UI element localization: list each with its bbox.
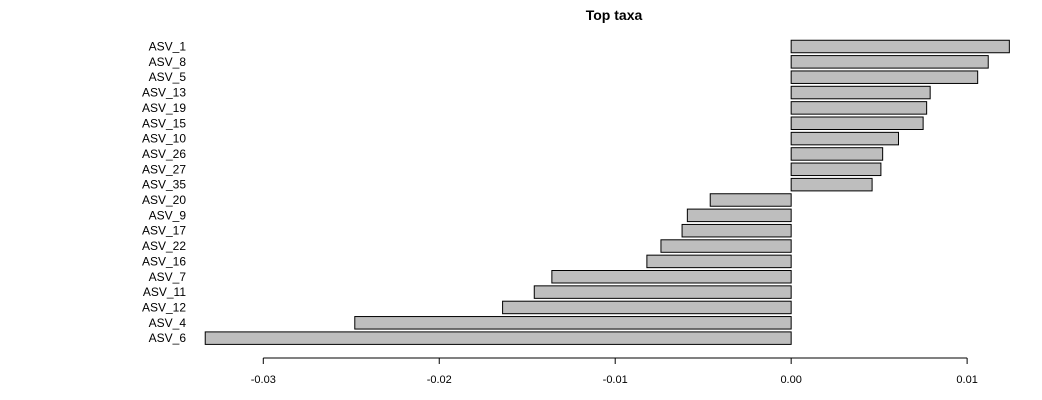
bar-asv-35 [790, 177, 873, 192]
category-label: ASV_26 [142, 147, 186, 161]
bar-asv-8 [790, 55, 989, 69]
bar-asv-12 [502, 300, 792, 315]
bar-asv-4 [354, 316, 792, 330]
x-tick-label: -0.02 [427, 374, 452, 386]
bar-asv-1 [790, 39, 1010, 54]
bar-asv-7 [551, 270, 792, 284]
category-label: ASV_22 [142, 239, 186, 253]
x-tick-label: -0.01 [603, 374, 628, 386]
category-label: ASV_20 [142, 193, 186, 207]
bar-asv-26 [790, 147, 884, 161]
category-label: ASV_10 [142, 132, 186, 146]
category-label: ASV_11 [143, 285, 186, 299]
category-label: ASV_5 [149, 70, 187, 84]
x-axis: -0.03 -0.02 -0.01 0.00 0.01 [251, 357, 978, 386]
bar-asv-16 [646, 254, 792, 269]
x-tick-label: 0.01 [956, 374, 977, 386]
category-label: ASV_12 [142, 300, 186, 314]
x-tick-label: 0.00 [780, 374, 801, 386]
category-label: ASV_27 [142, 162, 186, 176]
bar-asv-11 [533, 285, 792, 299]
category-label: ASV_6 [149, 331, 187, 345]
category-label: ASV_13 [142, 86, 186, 100]
category-label: ASV_15 [142, 116, 186, 130]
bar-asv-19 [790, 101, 928, 115]
bar-asv-10 [790, 131, 899, 146]
bars-group [204, 39, 1010, 345]
bar-asv-13 [790, 85, 931, 100]
category-label: ASV_8 [149, 55, 187, 69]
bar-asv-27 [790, 162, 882, 177]
category-labels: ASV_1ASV_8ASV_5ASV_13ASV_19ASV_15ASV_10A… [142, 40, 186, 346]
x-tick-label: -0.03 [251, 374, 276, 386]
category-label: ASV_35 [142, 178, 186, 192]
category-label: ASV_7 [149, 270, 187, 284]
bar-asv-20 [709, 193, 792, 207]
category-label: ASV_17 [142, 224, 186, 238]
category-label: ASV_4 [149, 316, 187, 330]
bar-asv-15 [790, 116, 924, 130]
bar-asv-9 [686, 208, 792, 223]
category-label: ASV_19 [142, 101, 186, 115]
bar-asv-17 [681, 223, 792, 238]
bar-asv-6 [204, 331, 792, 345]
category-label: ASV_1 [149, 40, 187, 54]
bar-asv-5 [790, 70, 979, 84]
chart-title: Top taxa [586, 7, 643, 23]
category-label: ASV_9 [149, 208, 187, 222]
category-label: ASV_16 [142, 254, 186, 268]
bar-asv-22 [660, 239, 792, 253]
